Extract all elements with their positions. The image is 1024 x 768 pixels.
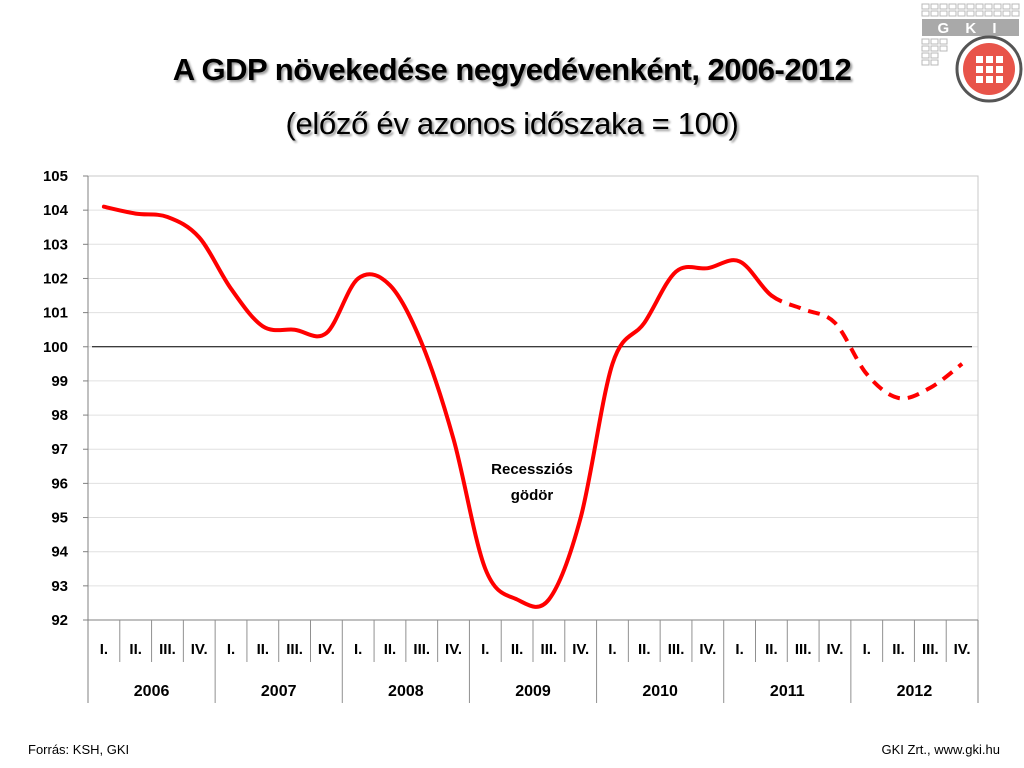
year-label-2009: 2009 [515,683,551,700]
quarter-label: II. [384,641,397,658]
gdp-line-actual [101,204,774,609]
quarter-label: IV. [699,641,716,658]
ytick-label-105: 105 [43,168,68,185]
source-note: Forrás: KSH, GKI [28,742,130,757]
y-axis-ticks: 92 93 94 95 96 97 98 99 100 101 102 103 104 105 [43,168,88,629]
data-point-4 [229,287,233,291]
data-point-8 [356,277,360,281]
quarter-label: III. [286,641,303,658]
quarter-label: II. [511,641,524,658]
year-label-2011: 2011 [770,683,805,700]
quarter-label: I. [608,641,616,658]
ytick-label-98: 98 [51,407,68,424]
data-point-12 [483,567,487,571]
annotation-line-1: Recessziós [491,461,573,478]
data-point-10 [420,341,424,345]
data-point-16 [611,362,615,366]
data-point-25 [897,396,901,400]
data-point-24 [865,372,869,376]
data-point-20 [738,259,742,263]
quarter-label: IV. [445,641,462,658]
data-point-2 [166,215,170,219]
quarter-label: III. [922,641,939,658]
data-point-23 [833,321,837,325]
data-point-7 [324,331,328,335]
ytick-label-95: 95 [51,510,68,527]
x-axis-ticks: I. II. III. IV. I. II. III. IV. I. II. III. IV. I. II… [100,620,971,703]
data-point-26 [928,386,932,390]
data-point-1 [134,212,138,216]
quarter-label: IV. [954,641,971,658]
ytick-label-102: 102 [43,270,68,287]
gdp-line-forecast [770,293,964,401]
data-point-17 [642,321,646,325]
quarter-label: II. [129,641,142,658]
quarter-label: III. [413,641,430,658]
data-point-14 [547,598,551,602]
ytick-label-92: 92 [51,612,68,629]
year-label-2006: 2006 [134,683,170,700]
ytick-label-94: 94 [51,544,68,561]
credit-note: GKI Zrt., www.gki.hu [881,742,1000,757]
data-point-3 [197,236,201,240]
plot-area-border [87,175,979,621]
data-point-6 [293,328,297,332]
ytick-label-103: 103 [43,236,68,253]
quarter-label: I. [100,641,108,658]
quarter-label: III. [795,641,812,658]
gki-logo-icon: G K I [921,3,1023,103]
data-point-13 [515,598,519,602]
data-point-15 [579,516,583,520]
quarter-label: III. [541,641,558,658]
quarter-label: II. [257,641,270,658]
quarter-label: IV. [318,641,335,658]
quarter-label: II. [892,641,905,658]
ytick-label-97: 97 [51,441,68,458]
quarter-label: I. [481,641,489,658]
quarter-label: III. [668,641,685,658]
chart-title: A GDP növekedése negyedévenként, 2006-20… [172,52,852,87]
quarter-label: IV. [826,641,843,658]
data-point-22 [801,307,805,311]
data-point-11 [452,437,456,441]
gridlines [88,175,978,621]
data-point-9 [388,283,392,287]
year-label-2012: 2012 [897,683,933,700]
quarter-label: II. [638,641,651,658]
data-point-27 [960,362,964,366]
quarter-label: III. [159,641,176,658]
data-point-5 [261,324,265,328]
ytick-label-93: 93 [51,578,68,595]
ytick-label-101: 101 [43,305,68,322]
ytick-label-104: 104 [43,202,69,219]
quarter-label: II. [765,641,778,658]
annotation-line-2: gödör [511,487,554,504]
quarter-label: I. [735,641,743,658]
quarter-label: I. [354,641,362,658]
ytick-label-96: 96 [51,475,68,492]
quarter-label: I. [227,641,235,658]
ytick-label-99: 99 [51,373,68,390]
year-label-2007: 2007 [261,683,297,700]
quarter-label: IV. [191,641,208,658]
logo-text: G K I [937,20,1002,37]
year-label-2010: 2010 [642,683,678,700]
data-point-0 [102,205,106,209]
chart-subtitle: (előző év azonos időszaka = 100) [285,106,739,141]
data-point-18 [674,270,678,274]
quarter-label: IV. [572,641,589,658]
year-label-2008: 2008 [388,683,424,700]
quarter-label: I. [863,641,871,658]
ytick-label-100: 100 [43,339,68,356]
gdp-series [101,204,964,609]
data-point-21 [769,294,773,298]
data-point-19 [706,266,710,270]
